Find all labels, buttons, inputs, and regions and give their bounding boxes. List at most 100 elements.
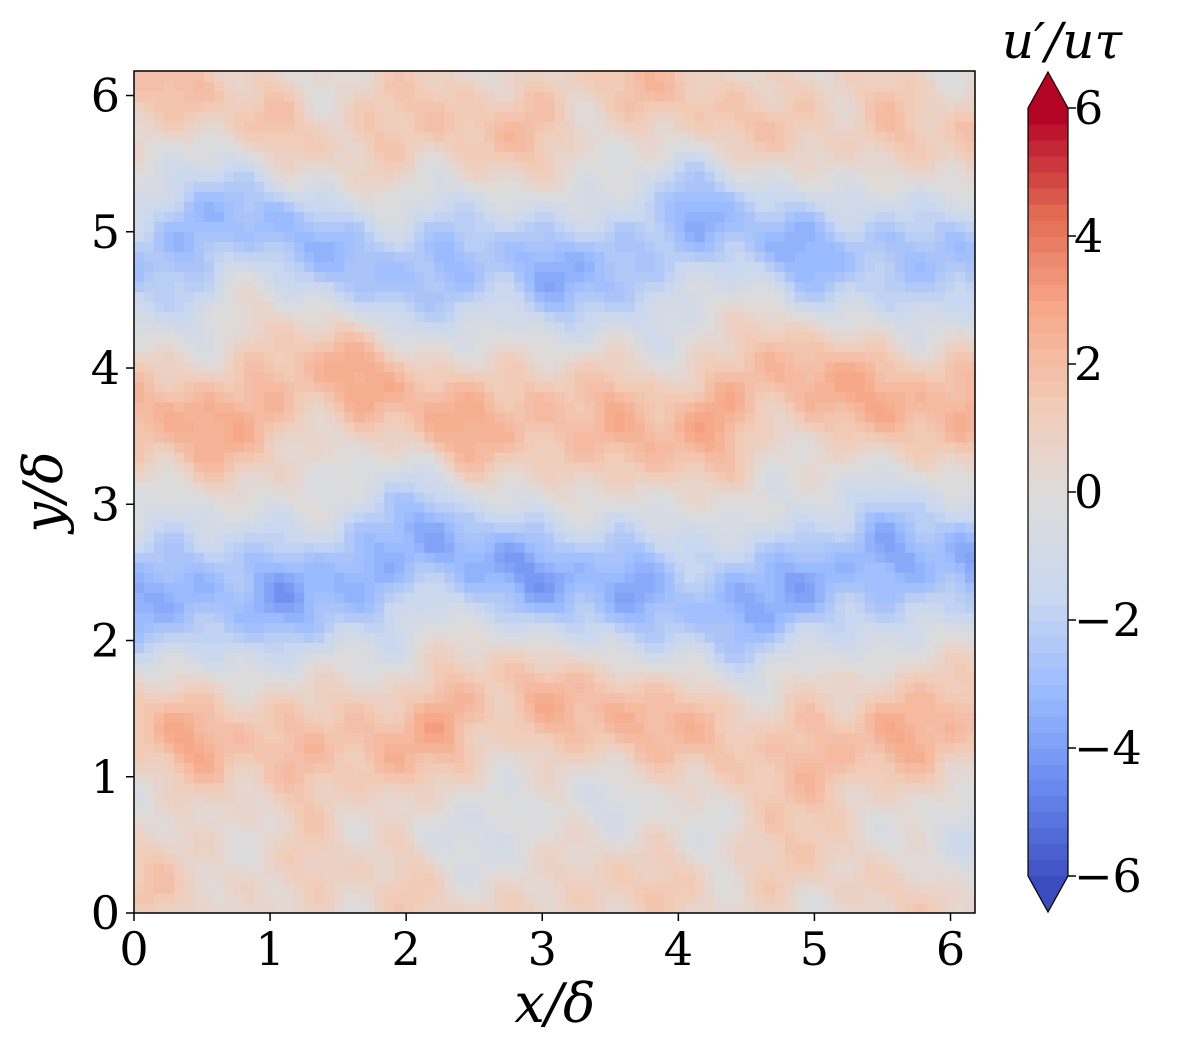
field-cell xyxy=(834,662,846,674)
field-cell xyxy=(824,672,836,684)
field-cell xyxy=(274,832,285,844)
field-cell xyxy=(174,832,185,844)
field-cell xyxy=(214,512,225,523)
field-cell xyxy=(754,772,766,784)
field-cell xyxy=(304,752,315,764)
field-cell xyxy=(514,872,526,884)
field-cell xyxy=(784,842,796,854)
field-cell xyxy=(444,471,455,483)
field-cell xyxy=(574,451,586,463)
field-cell xyxy=(744,431,756,443)
field-cell xyxy=(684,431,696,443)
field-cell xyxy=(514,722,526,734)
field-cell xyxy=(364,702,375,714)
field-cell xyxy=(964,542,975,553)
field-cell xyxy=(964,762,975,774)
field-cell xyxy=(344,451,355,463)
field-cell xyxy=(154,772,165,784)
field-cell xyxy=(894,341,906,353)
field-cell xyxy=(284,872,295,884)
field-cell xyxy=(364,341,375,353)
field-cell xyxy=(874,862,886,874)
field-cell xyxy=(814,722,826,734)
field-cell xyxy=(234,832,245,844)
field-cell xyxy=(364,772,375,784)
field-cell xyxy=(814,832,826,844)
field-cell xyxy=(724,742,736,754)
field-cell xyxy=(524,892,536,904)
field-cell xyxy=(784,451,796,463)
field-cell xyxy=(964,622,975,633)
field-cell xyxy=(774,792,786,804)
field-cell xyxy=(174,351,185,363)
field-cell xyxy=(904,742,916,754)
field-cell xyxy=(764,782,776,794)
field-cell xyxy=(884,552,896,563)
field-cell xyxy=(544,822,556,834)
field-cell xyxy=(914,812,926,824)
field-cell xyxy=(344,782,355,794)
field-cell xyxy=(324,642,335,653)
field-cell xyxy=(484,742,496,754)
field-cell xyxy=(734,822,746,834)
field-cell xyxy=(434,762,445,774)
field-cell xyxy=(814,632,826,643)
field-cell xyxy=(604,682,616,694)
field-cell xyxy=(514,351,526,363)
field-cell xyxy=(414,451,425,463)
field-cell xyxy=(464,411,475,423)
field-cell xyxy=(844,512,856,523)
field-cell xyxy=(764,672,776,684)
field-cell xyxy=(364,632,375,643)
field-cell xyxy=(724,862,736,874)
field-cell xyxy=(814,732,826,744)
field-cell xyxy=(894,702,906,714)
field-cell xyxy=(794,371,806,383)
field-cell xyxy=(334,341,345,353)
field-cell xyxy=(174,401,185,413)
field-cell xyxy=(534,321,546,333)
field-cell xyxy=(244,552,255,563)
field-cell xyxy=(344,822,355,834)
field-cell xyxy=(694,451,706,463)
field-cell xyxy=(764,862,776,874)
field-cell xyxy=(254,852,265,864)
field-cell xyxy=(484,882,496,894)
field-cell xyxy=(234,802,245,814)
field-cell xyxy=(554,592,566,603)
field-cell xyxy=(544,732,556,744)
field-cell xyxy=(334,542,345,553)
field-cell xyxy=(614,542,626,553)
field-cell xyxy=(494,481,506,493)
field-cell xyxy=(864,461,876,473)
field-cell xyxy=(414,311,425,323)
field-cell xyxy=(324,772,335,784)
field-cell xyxy=(554,782,566,794)
field-cell xyxy=(294,742,305,754)
field-cell xyxy=(174,792,185,804)
field-cell xyxy=(284,572,295,583)
field-cell xyxy=(164,802,175,814)
field-cell xyxy=(534,351,546,363)
field-cell xyxy=(224,582,235,593)
field-cell xyxy=(574,792,586,804)
field-cell xyxy=(254,391,265,403)
field-cell xyxy=(504,812,516,824)
field-cell xyxy=(614,752,626,764)
field-cell xyxy=(164,902,175,913)
field-cell xyxy=(144,732,155,744)
field-cell xyxy=(854,421,866,433)
field-cell xyxy=(944,692,956,704)
field-cell xyxy=(644,542,656,553)
field-cell xyxy=(224,702,235,714)
field-cell xyxy=(174,592,185,603)
field-cell xyxy=(764,692,776,704)
field-cell xyxy=(164,341,175,353)
field-cell xyxy=(154,431,165,443)
field-cell xyxy=(844,882,856,894)
field-cell xyxy=(504,642,516,653)
field-cell xyxy=(594,592,606,603)
field-cell xyxy=(744,602,756,613)
field-cell xyxy=(344,662,355,674)
field-cell xyxy=(704,652,716,663)
